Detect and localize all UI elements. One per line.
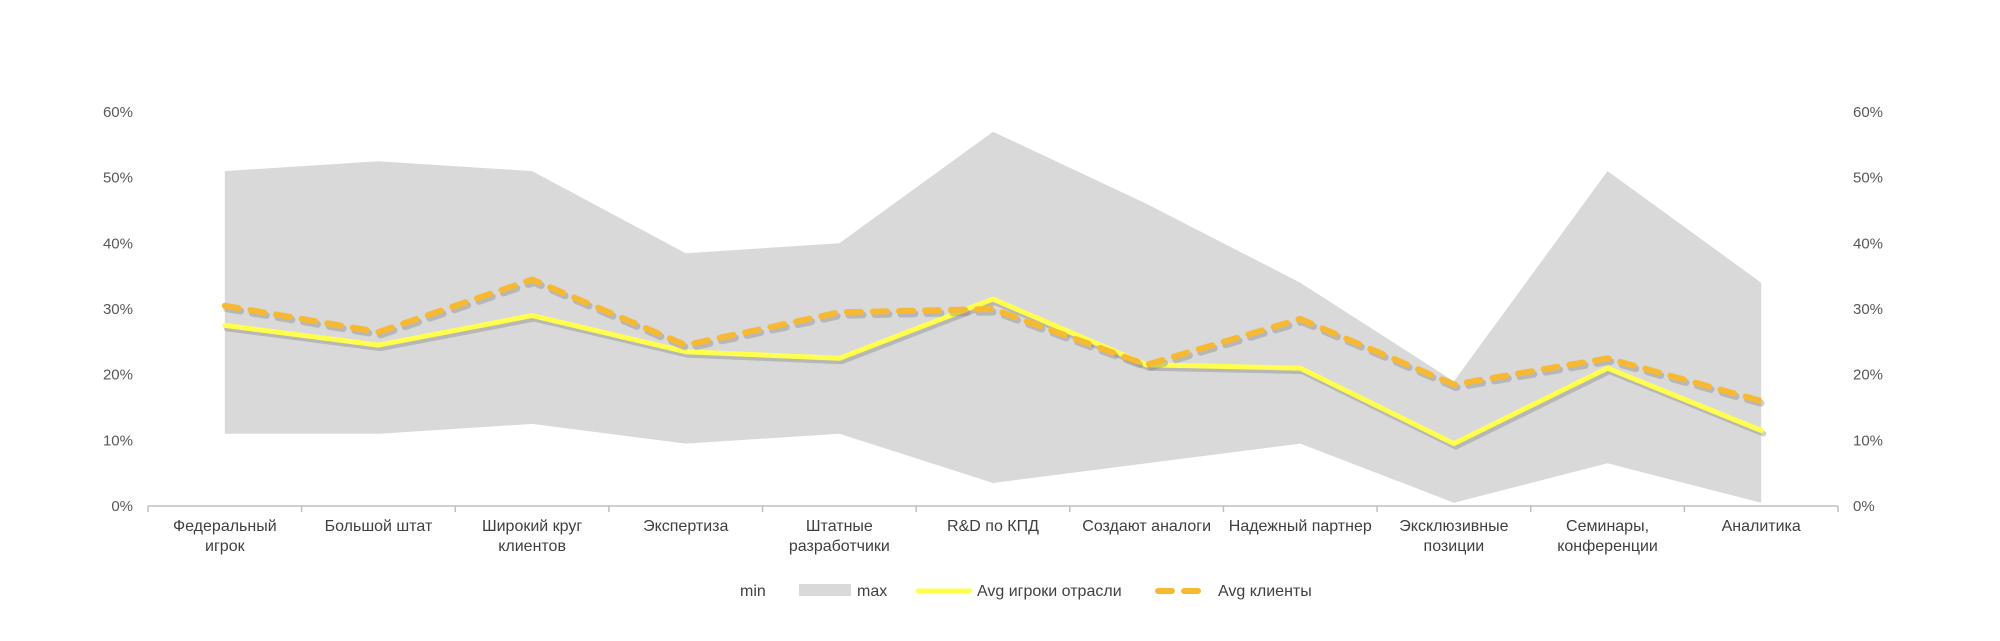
x-tick-label: Семинары, конференции	[1557, 518, 1658, 555]
y-tick-label-left: 30%	[103, 301, 133, 318]
y-tick-label-left: 50%	[103, 170, 133, 187]
y-tick-label-right: 40%	[1853, 235, 1883, 252]
x-tick-label: R&D по КПД	[947, 518, 1039, 535]
x-tick-label: Экспертиза	[643, 518, 728, 535]
x-tick-label: Аналитика	[1722, 518, 1801, 535]
x-tick-label: Надежный партнер	[1229, 518, 1372, 535]
y-axis-right: 0% 10% 20% 30% 40% 50% 60%	[1853, 104, 1883, 515]
x-tick-labels: Федеральный игрок Большой штат Широкий круг…	[173, 518, 1801, 555]
y-tick-label-right: 30%	[1853, 301, 1883, 318]
x-tick-label: Федеральный игрок	[173, 518, 277, 555]
legend: min max Avg игроки отрасли Avg клиенты	[680, 583, 1312, 600]
series-lines	[221, 276, 1767, 450]
y-tick-label-right: 0%	[1853, 498, 1875, 515]
y-tick-label-left: 20%	[103, 367, 133, 384]
x-tick-label: Эксклюзивные позиции	[1399, 518, 1508, 555]
x-tick-label: Большой штат	[325, 518, 433, 535]
x-tick-label: Штатные разработчики	[789, 518, 890, 555]
y-tick-label-right: 10%	[1853, 432, 1883, 449]
band-area	[224, 131, 1762, 503]
y-tick-label-left: 40%	[103, 235, 133, 252]
avg-clients-line-shadow	[223, 279, 1767, 408]
legend-label-avg-clients: Avg клиенты	[1218, 583, 1312, 600]
legend-swatch-min	[680, 584, 732, 596]
legend-label-min: min	[740, 583, 766, 600]
min-max-band	[224, 131, 1762, 503]
y-tick-label-left: 60%	[103, 104, 133, 121]
x-tick-label: Создают аналоги	[1082, 518, 1211, 535]
y-tick-label-right: 50%	[1853, 170, 1883, 187]
x-axis	[147, 505, 1839, 512]
y-tick-label-left: 0%	[111, 498, 133, 515]
legend-label-max: max	[857, 583, 887, 600]
x-tick-label: Широкий круг клиентов	[482, 518, 582, 555]
y-axis-left: 0% 10% 20% 30% 40% 50% 60%	[103, 104, 133, 515]
legend-label-avg-industry: Avg игроки отрасли	[977, 583, 1122, 600]
legend-swatch-max	[799, 584, 851, 596]
y-tick-label-right: 60%	[1853, 104, 1883, 121]
y-tick-label-right: 20%	[1853, 367, 1883, 384]
y-tick-label-left: 10%	[103, 432, 133, 449]
